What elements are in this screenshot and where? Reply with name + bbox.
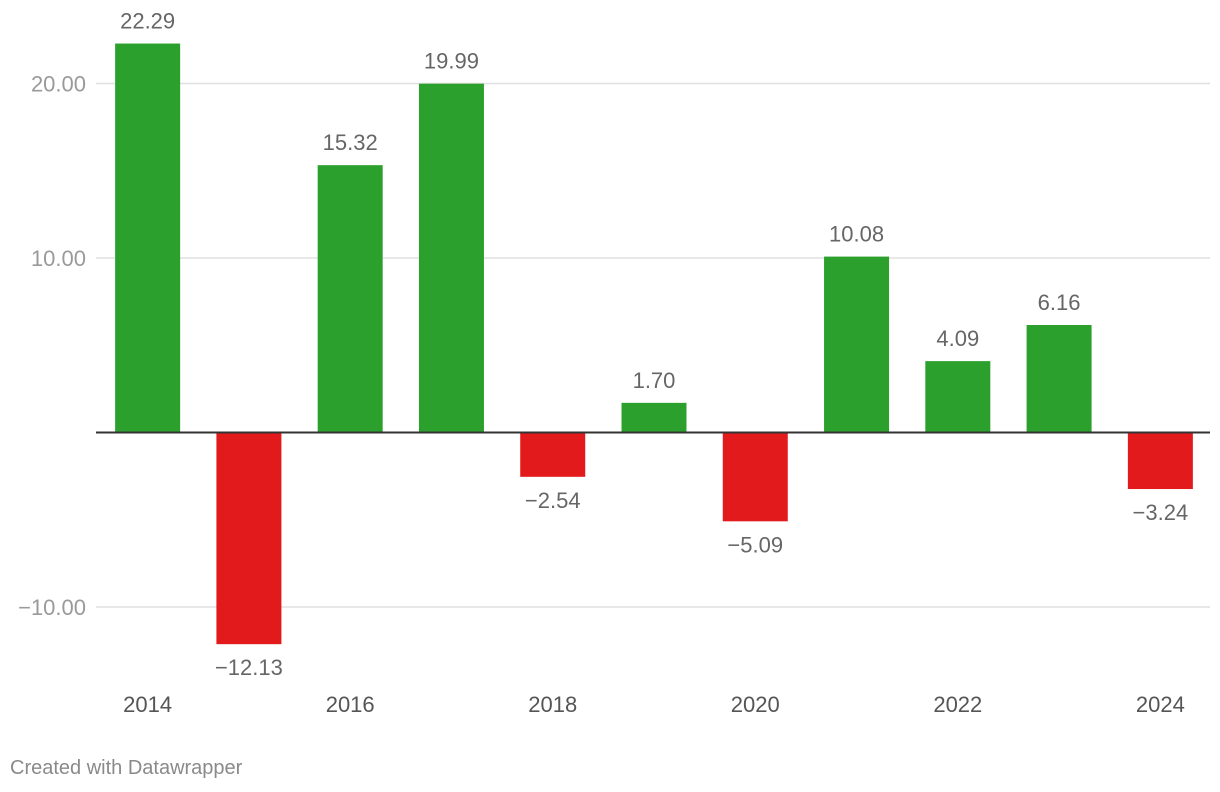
value-label-2017: 19.99 xyxy=(424,49,479,74)
x-tick-label: 2018 xyxy=(528,692,577,717)
x-axis-ticks: 2014 2016 2018 2020 2022 2024 xyxy=(123,692,1185,717)
value-label-2015: −12.13 xyxy=(215,655,283,680)
x-tick-label: 2022 xyxy=(933,692,982,717)
value-label-2022: 4.09 xyxy=(936,326,979,351)
bar-2016 xyxy=(317,165,383,433)
x-tick-label: 2024 xyxy=(1136,692,1185,717)
value-label-2020: −5.09 xyxy=(727,532,783,557)
value-label-2024: −3.24 xyxy=(1133,500,1189,525)
value-label-2021: 10.08 xyxy=(829,222,884,247)
value-labels: 22.29 −12.13 15.32 19.99 −2.54 1.70 −5.09 10.08… xyxy=(120,9,1188,681)
value-label-2018: −2.54 xyxy=(525,488,581,513)
bars xyxy=(115,43,1193,645)
gridlines: 20.00 10.00 −10.00 xyxy=(18,72,1210,620)
value-label-2016: 15.32 xyxy=(323,130,378,155)
bar-2019 xyxy=(621,402,687,433)
credit-text: Created with Datawrapper xyxy=(10,757,243,779)
bar-2014 xyxy=(115,43,181,433)
bar-2023 xyxy=(1026,325,1092,433)
x-tick-label: 2016 xyxy=(326,692,375,717)
bar-2021 xyxy=(824,256,890,433)
bar-2024 xyxy=(1127,432,1193,490)
bar-2015 xyxy=(216,432,282,645)
bar-2017 xyxy=(418,83,484,433)
value-label-2023: 6.16 xyxy=(1038,290,1081,315)
bar-2022 xyxy=(925,361,991,433)
value-label-2014: 22.29 xyxy=(120,9,175,34)
value-label-2019: 1.70 xyxy=(633,368,676,393)
x-tick-label: 2014 xyxy=(123,692,172,717)
x-tick-label: 2020 xyxy=(731,692,780,717)
bar-chart: 20.00 10.00 −10.00 22.29 −12.13 15.32 19.99 −2… xyxy=(18,9,1210,717)
y-tick-label: 20.00 xyxy=(31,72,86,97)
y-tick-label: 10.00 xyxy=(31,246,86,271)
bar-2018 xyxy=(520,432,586,477)
y-tick-label: −10.00 xyxy=(18,595,86,620)
bar-2020 xyxy=(722,432,788,522)
